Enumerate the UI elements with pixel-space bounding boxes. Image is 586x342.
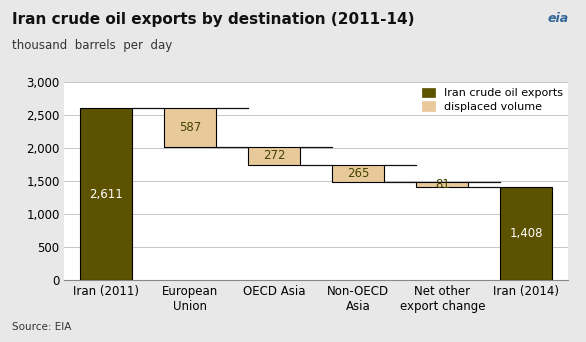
Text: 81: 81 [435,178,450,191]
Bar [248,147,301,165]
Text: 1,408: 1,408 [510,227,543,240]
Text: 265: 265 [347,167,370,180]
Text: thousand  barrels  per  day: thousand barrels per day [12,39,172,52]
Bar [417,182,468,187]
Bar [165,108,216,147]
Text: 2,611: 2,611 [90,188,123,201]
Text: 587: 587 [179,121,202,134]
Legend: Iran crude oil exports, displaced volume: Iran crude oil exports, displaced volume [422,88,563,112]
Text: eia: eia [547,12,568,25]
Text: Source: EIA: Source: EIA [12,321,71,332]
Text: 272: 272 [263,149,286,162]
Bar [332,165,384,182]
Bar [500,187,553,280]
Text: Iran crude oil exports by destination (2011-14): Iran crude oil exports by destination (2… [12,12,414,27]
Bar [80,108,132,280]
